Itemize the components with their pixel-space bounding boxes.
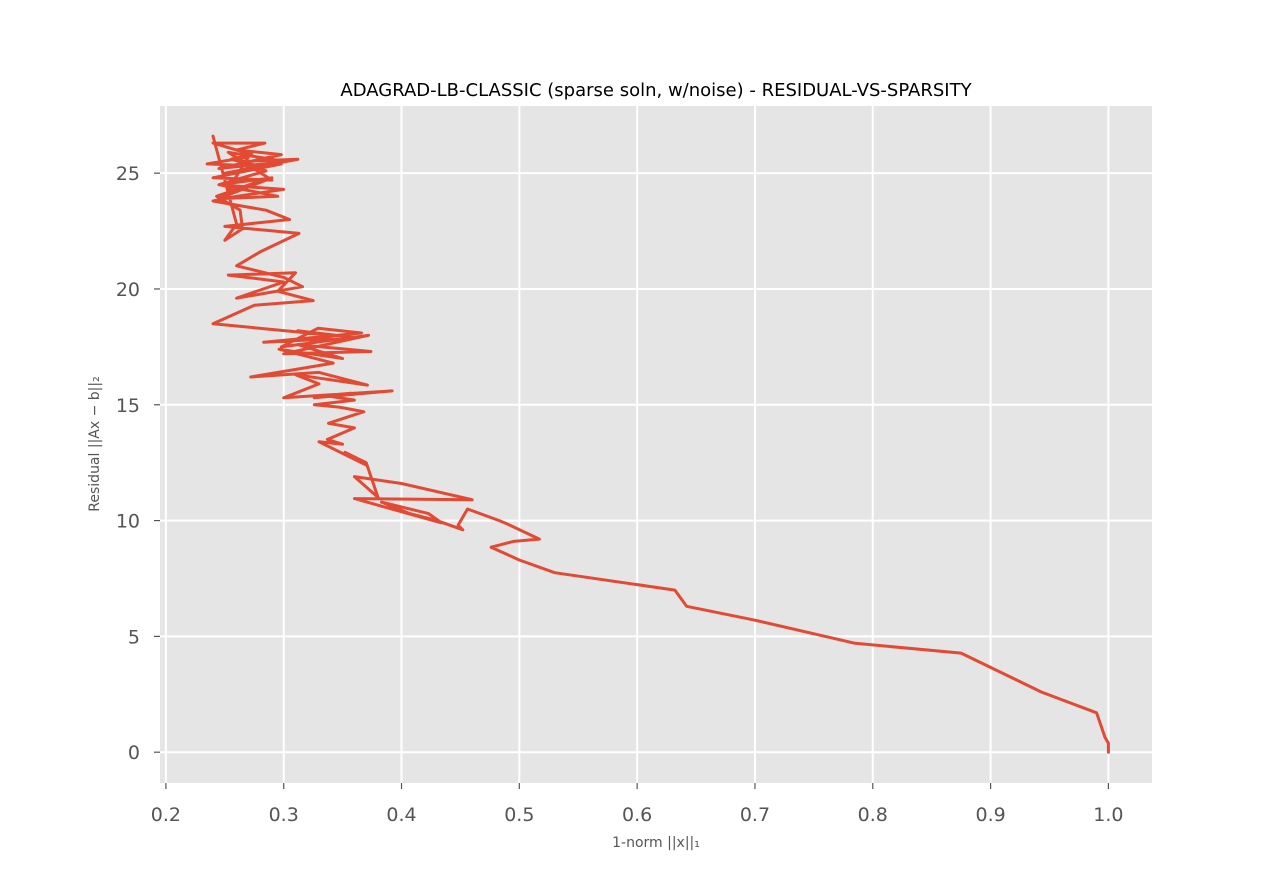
x-tick-label: 1.0 — [1093, 804, 1123, 826]
y-tick-label: 10 — [116, 511, 140, 533]
x-tick-label: 0.9 — [975, 804, 1005, 826]
grid — [160, 106, 1152, 783]
y-tick-label: 0 — [128, 742, 140, 764]
y-tick-label: 5 — [128, 626, 140, 648]
y-tick-label: 15 — [116, 395, 140, 417]
x-tick-label: 0.8 — [858, 804, 888, 826]
x-tick-label: 0.4 — [386, 804, 416, 826]
chart-title: ADAGRAD-LB-CLASSIC (sparse soln, w/noise… — [340, 80, 972, 101]
x-tick-label: 0.6 — [622, 804, 652, 826]
x-tick-label: 0.5 — [504, 804, 534, 826]
x-tick-label: 0.7 — [740, 804, 770, 826]
x-axis-label: 1-norm ||x||₁ — [612, 835, 700, 851]
plot-area — [160, 106, 1152, 783]
y-tick-label: 20 — [116, 279, 140, 301]
y-tick-label: 25 — [116, 163, 140, 185]
series-group — [205, 134, 1110, 754]
x-tick-label: 0.3 — [269, 804, 299, 826]
y-axis-label: Residual ||Ax − b||₂ — [87, 376, 103, 511]
axis-ticks: 0.2 0.3 0.4 0.5 0.6 0.7 0.8 0.9 1.0 0 5 10 15 20 25 — [116, 163, 1124, 826]
series-line — [205, 134, 1110, 754]
x-tick-label: 0.2 — [151, 804, 181, 826]
